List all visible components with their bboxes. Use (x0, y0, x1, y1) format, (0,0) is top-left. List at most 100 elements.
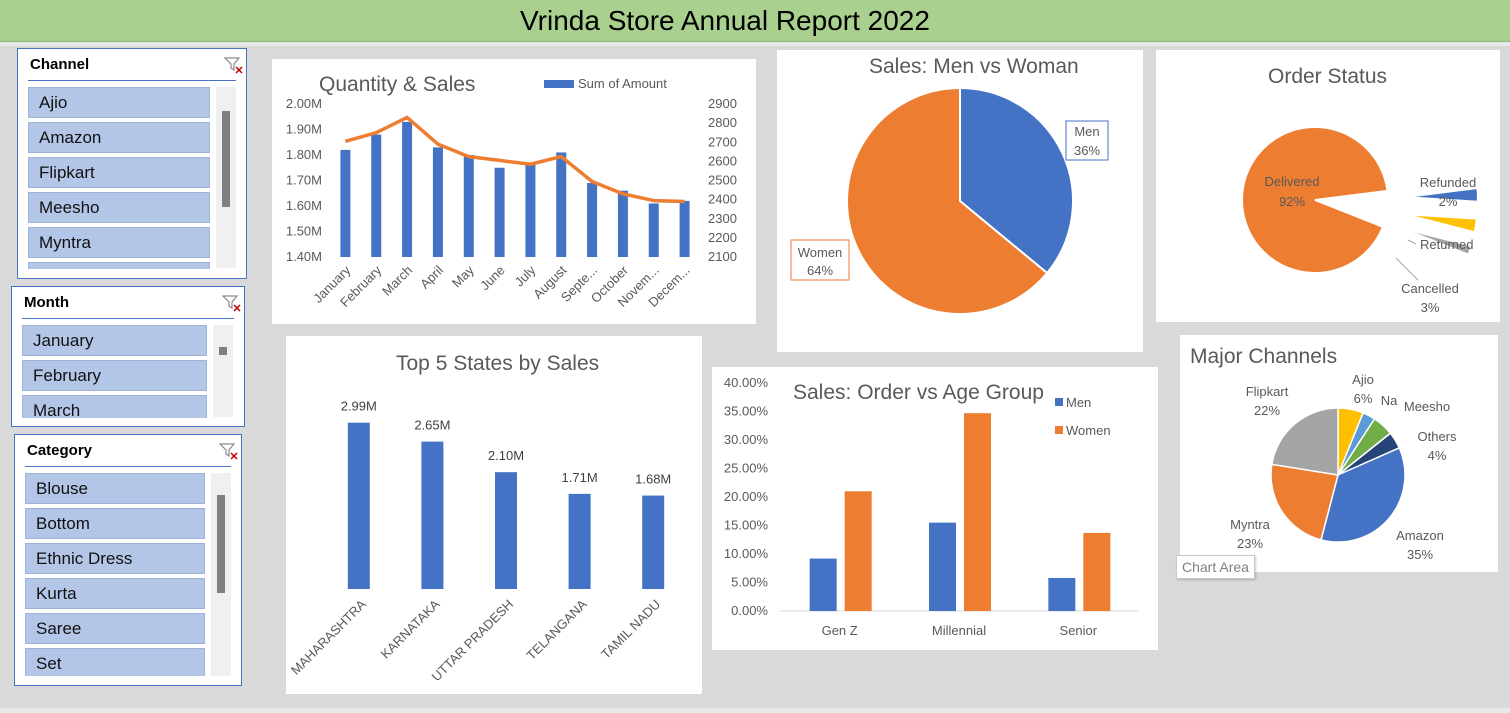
data-label: 2.10M (488, 448, 524, 463)
y-axis-right-tick: 2300 (708, 211, 737, 226)
quantity-line (344, 115, 685, 204)
slicer-item-flipkart[interactable]: Flipkart (28, 157, 210, 188)
y-axis-tick: 35.00% (724, 404, 769, 419)
slicer-item-saree[interactable]: Saree (25, 613, 205, 644)
quantity-sales-chart[interactable]: Quantity & Sales 1.40M 1.50M 1.60M 1.70M 1.8… (272, 59, 756, 324)
slicer-item-ethnic-dress[interactable]: Ethnic Dress (25, 543, 205, 574)
x-axis-tick: Gen Z (822, 623, 858, 638)
chart-title: Quantity & Sales (319, 73, 476, 96)
slice-label: Na (1381, 393, 1398, 408)
slicer-item-label: February (33, 365, 102, 385)
slice-label: Delivered (1265, 174, 1320, 189)
sales-bar (402, 121, 413, 257)
x-axis-tick: March (379, 263, 415, 299)
slice-value: 36% (1074, 143, 1100, 158)
data-label: 2.99M (341, 399, 377, 414)
men-vs-woman-chart[interactable]: Sales: Men vs Woman Men 36% Women 64% (777, 50, 1143, 352)
y-axis-right-tick: 2800 (708, 115, 737, 130)
y-axis-left-tick: 1.60M (286, 198, 322, 213)
slicer-item-february[interactable]: February (22, 360, 207, 391)
slicer-item-kurta[interactable]: Kurta (25, 578, 205, 609)
slice-value: 22% (1254, 403, 1280, 418)
channel-slicer-scrollbar[interactable] (216, 87, 236, 268)
pie-slice-myntra (1270, 463, 1339, 541)
slicer-item-blouse[interactable]: Blouse (25, 473, 205, 504)
state-bar (495, 472, 517, 589)
slicer-item-set[interactable]: Set (25, 648, 205, 676)
age-bar-women (964, 413, 991, 611)
slicer-item-march[interactable]: March (22, 395, 207, 418)
y-axis-right-tick: 2200 (708, 230, 737, 245)
x-axis-tick: TELANGANA (523, 596, 590, 663)
age-group-chart[interactable]: Sales: Order vs Age Group 0.00% 5.00% 10.0… (712, 367, 1158, 650)
sales-bar (340, 149, 351, 257)
age-bar-men (1048, 577, 1076, 611)
chart-area-tooltip: Chart Area (1176, 555, 1255, 579)
state-bar (421, 441, 444, 589)
slice-label: Refunded (1420, 175, 1476, 190)
order-status-chart[interactable]: Order Status Delivered 92% Refunded 2% Retur… (1156, 50, 1500, 322)
clear-filter-icon[interactable] (224, 55, 244, 75)
slicer-item-myntra[interactable]: Myntra (28, 227, 210, 258)
callout-box (790, 239, 850, 281)
slice-label: Returned (1420, 237, 1473, 252)
major-channels-chart[interactable]: Major Channels Ajio 6% Na Meesho Others 4% Ama… (1180, 335, 1498, 572)
y-axis-tick: 10.00% (724, 546, 769, 561)
sheet-bottom-strip (0, 708, 1510, 713)
scrollbar-thumb[interactable] (217, 495, 225, 593)
men-vs-woman-plot: Men 36% Women 64% (790, 86, 1109, 315)
category-slicer-scrollbar[interactable] (211, 473, 231, 676)
legend-swatch (544, 80, 574, 88)
slicer-item-meesho[interactable]: Meesho (28, 192, 210, 223)
slicer-item-amazon[interactable]: Amazon (28, 122, 210, 153)
month-slicer-scrollbar[interactable] (213, 325, 233, 417)
slicer-item-label: Meesho (39, 197, 100, 217)
y-axis-right-tick: 2500 (708, 173, 737, 188)
slice-value: 4% (1428, 448, 1447, 463)
x-axis-tick: Millennial (932, 623, 986, 638)
category-slicer[interactable]: Category Blouse Bottom Ethnic Dress Kurt… (14, 434, 242, 686)
slicer-item-bottom[interactable]: Bottom (25, 508, 205, 539)
sales-bar (525, 162, 536, 257)
slice-label: Cancelled (1401, 281, 1459, 296)
legend-swatch (1055, 398, 1063, 406)
slice-value: 92% (1279, 194, 1305, 209)
slicer-item-label: Amazon (39, 127, 102, 147)
age-bar-women (1083, 532, 1111, 611)
y-axis-tick: 25.00% (724, 461, 769, 476)
slice-value: 64% (807, 263, 833, 278)
report-title-bar: Vrinda Store Annual Report 2022 (0, 0, 1510, 42)
pie-slice-refunded (1400, 226, 1473, 256)
channel-slicer[interactable]: Channel Ajio Amazon Flipkart Meesho Mynt… (17, 48, 247, 279)
month-slicer[interactable]: Month January February March (11, 286, 245, 427)
clear-filter-icon[interactable] (219, 441, 239, 461)
slice-label: Others (1417, 429, 1457, 444)
pie-slice-men (959, 86, 1074, 275)
sales-bar (494, 167, 505, 257)
x-axis-tick: Senior (1060, 623, 1098, 638)
x-axis-tick: May (449, 262, 477, 290)
pie-slice-cancelled (1404, 186, 1479, 203)
slicer-item-label: Set (36, 653, 62, 673)
x-axis-tick: TAMIL NADU (598, 597, 663, 662)
slicer-item-partial[interactable] (28, 262, 210, 269)
clear-filter-icon[interactable] (222, 293, 242, 313)
y-axis-tick: 15.00% (724, 518, 769, 533)
slicer-item-january[interactable]: January (22, 325, 207, 356)
slicer-item-ajio[interactable]: Ajio (28, 87, 210, 118)
slice-label: Women (798, 245, 843, 260)
chart-title: Sales: Men vs Woman (869, 55, 1079, 78)
data-label: 1.68M (635, 472, 671, 487)
y-axis-tick: 30.00% (724, 432, 769, 447)
top5-states-chart[interactable]: Top 5 States by Sales 2.99M MAHARASHTRA 2.… (286, 336, 702, 694)
slice-value: 3% (1421, 300, 1440, 315)
y-axis-right-tick: 2100 (708, 249, 737, 264)
scrollbar-thumb[interactable] (222, 111, 230, 207)
slice-value: 6% (1354, 391, 1373, 406)
sheet-gridline-strip (0, 42, 1510, 46)
scrollbar-thumb[interactable] (219, 347, 227, 355)
slicer-item-label: Bottom (36, 513, 90, 533)
legend-label: Sum of Amount (578, 76, 667, 91)
y-axis-left-tick: 1.70M (286, 173, 322, 188)
y-axis-left-tick: 1.50M (286, 224, 322, 239)
